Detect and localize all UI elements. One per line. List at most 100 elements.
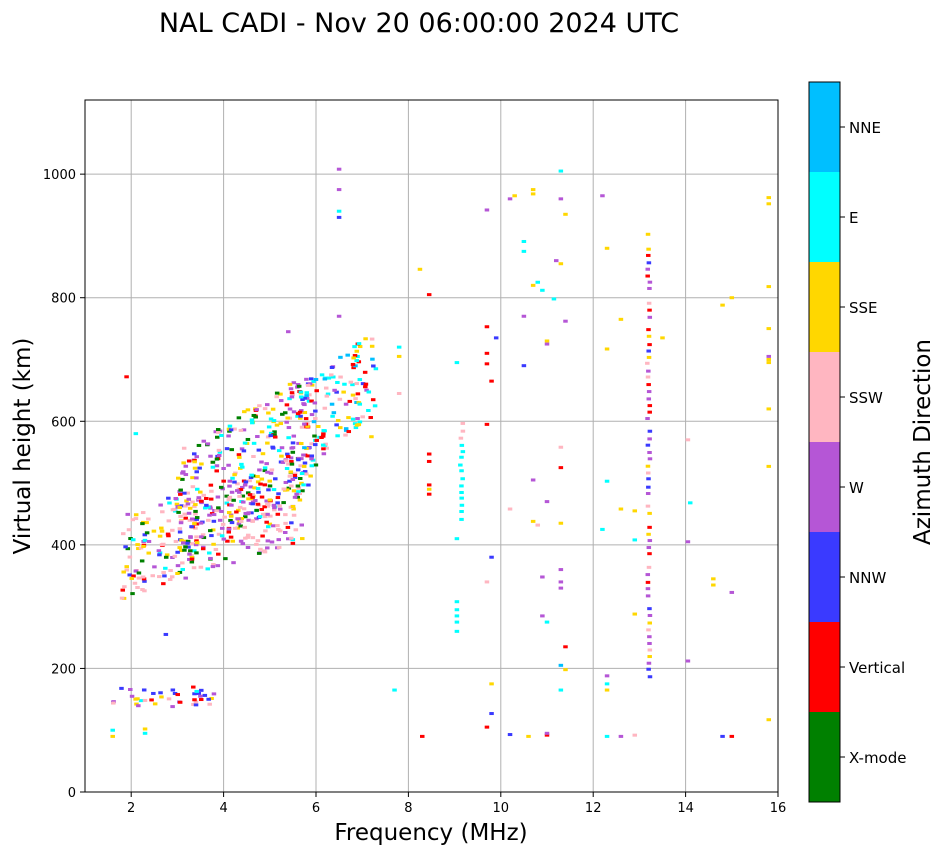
echo-point (110, 728, 115, 732)
echo-point (215, 428, 221, 432)
echo-point (291, 507, 296, 511)
echo-point (645, 232, 651, 236)
echo-point (255, 539, 261, 543)
echo-point (266, 411, 271, 415)
echo-point (187, 552, 192, 556)
echo-point (121, 570, 126, 574)
echo-point (353, 364, 358, 368)
echo-point (124, 568, 130, 572)
echo-point (239, 447, 245, 451)
echo-point (647, 607, 652, 611)
echo-point (292, 473, 298, 477)
echo-point (259, 430, 265, 434)
x-tick-label: 14 (677, 801, 694, 816)
echo-point (544, 731, 550, 735)
echo-point (172, 509, 178, 513)
echo-point (146, 551, 151, 555)
echo-point (254, 517, 259, 521)
echo-point (177, 490, 182, 494)
echo-point (303, 417, 309, 421)
echo-point (215, 564, 221, 568)
echo-point (181, 541, 186, 545)
echo-point (193, 509, 198, 513)
x-tick-label: 8 (404, 801, 412, 816)
echo-point (255, 486, 261, 490)
echo-point (288, 474, 294, 478)
echo-point (267, 522, 273, 526)
echo-point (134, 702, 139, 706)
echo-point (276, 538, 282, 542)
echo-point (558, 580, 564, 584)
echo-point (363, 385, 368, 389)
echo-point (246, 497, 251, 501)
echo-point (295, 468, 301, 472)
echo-point (766, 285, 772, 289)
echo-point (286, 486, 292, 490)
echo-point (312, 434, 317, 438)
echo-point (249, 511, 254, 515)
echo-point (260, 452, 266, 456)
echo-point (149, 698, 154, 702)
echo-point (226, 434, 231, 438)
echo-point (312, 401, 318, 405)
echo-point (299, 425, 305, 429)
echo-point (544, 339, 550, 343)
echo-point (329, 373, 334, 377)
echo-point (235, 489, 240, 493)
echo-point (187, 518, 193, 522)
echo-point (170, 556, 175, 560)
echo-point (645, 594, 651, 598)
echo-point (353, 397, 358, 401)
echo-point (647, 675, 653, 679)
echo-point (192, 460, 197, 464)
echo-point (354, 359, 359, 363)
echo-point (299, 523, 305, 527)
echo-point (336, 167, 342, 171)
echo-point (370, 398, 376, 402)
echo-point (426, 492, 432, 496)
echo-point (275, 501, 280, 505)
echo-point (335, 419, 341, 423)
echo-point (334, 423, 339, 427)
echo-point (289, 536, 294, 540)
echo-point (558, 688, 564, 692)
echo-point (299, 409, 304, 413)
colorbar-swatch (809, 262, 840, 352)
echo-point (178, 521, 184, 525)
echo-point (214, 509, 219, 513)
echo-point (535, 280, 541, 284)
echo-point (226, 527, 232, 531)
echo-point (250, 493, 255, 497)
echo-point (216, 448, 222, 452)
echo-point (262, 505, 267, 509)
echo-point (238, 539, 244, 543)
echo-point (270, 445, 275, 449)
echo-point (177, 527, 183, 531)
echo-point (296, 458, 301, 462)
echo-point (226, 463, 231, 467)
echo-point (204, 496, 209, 500)
echo-point (331, 411, 337, 415)
y-tick-label: 600 (51, 415, 76, 430)
echo-point (646, 397, 652, 401)
echo-point (420, 734, 425, 738)
echo-point (454, 614, 460, 618)
echo-point (127, 555, 133, 559)
echo-point (711, 577, 716, 581)
echo-point (296, 384, 302, 388)
echo-point (280, 412, 285, 416)
echo-point (280, 460, 286, 464)
echo-point (302, 461, 308, 465)
echo-point (521, 364, 527, 368)
echo-point (298, 464, 303, 468)
echo-point (646, 247, 651, 251)
echo-point (512, 194, 517, 198)
echo-point (288, 387, 294, 391)
echo-point (558, 521, 564, 525)
echo-point (766, 202, 772, 206)
echo-point (459, 510, 464, 514)
echo-point (207, 513, 212, 517)
echo-point (558, 663, 564, 667)
echo-point (302, 446, 307, 450)
echo-point (245, 535, 251, 539)
